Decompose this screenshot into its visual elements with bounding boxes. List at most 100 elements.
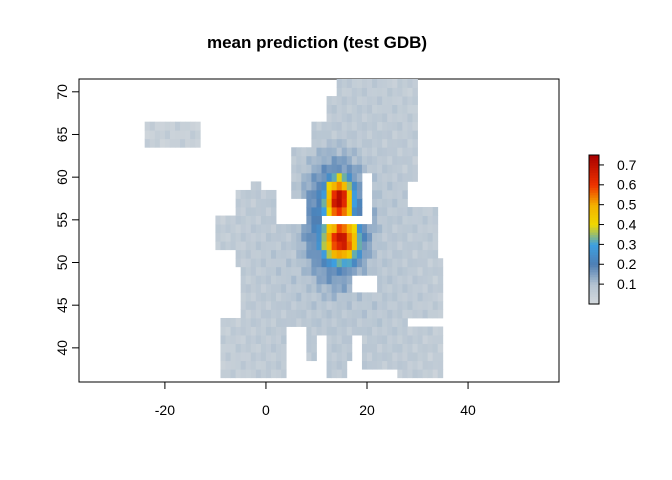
raster-cell <box>432 249 439 259</box>
raster-cell <box>316 181 322 191</box>
raster-cell <box>306 241 312 251</box>
raster-cell <box>331 224 338 234</box>
raster-cell <box>281 292 287 302</box>
raster-cell <box>432 266 439 276</box>
raster-cell <box>346 343 353 353</box>
raster-cell <box>250 360 257 370</box>
legend-color-band <box>589 299 599 303</box>
raster-cell <box>240 275 247 285</box>
raster-cell <box>417 241 423 251</box>
raster-cell <box>422 249 429 259</box>
raster-cell <box>265 352 272 362</box>
raster-cell <box>341 317 348 327</box>
raster-cell <box>417 360 423 370</box>
raster-cell <box>336 113 343 123</box>
raster-cell <box>311 121 317 131</box>
raster-cell <box>387 138 393 148</box>
legend-color-band <box>589 227 599 231</box>
raster-cell <box>296 181 302 191</box>
raster-cell <box>432 283 439 293</box>
raster-cell <box>392 155 398 165</box>
legend-color-band <box>589 301 599 305</box>
raster-cell <box>427 241 434 251</box>
raster-cell <box>361 258 368 268</box>
raster-cell <box>260 224 267 234</box>
raster-cell <box>276 317 282 327</box>
raster-cell <box>377 138 383 148</box>
raster-cell <box>437 352 444 362</box>
raster-cell <box>372 215 378 225</box>
raster-cell <box>377 164 383 174</box>
raster-cell <box>402 241 408 251</box>
raster-cell <box>326 309 333 319</box>
raster-cell <box>250 283 257 293</box>
raster-cell <box>372 207 378 216</box>
raster-cell <box>382 181 388 191</box>
raster-cell <box>372 198 378 208</box>
raster-cell <box>144 121 151 131</box>
raster-cell <box>235 189 242 199</box>
raster-cell <box>377 130 383 140</box>
raster-cell <box>382 266 388 276</box>
raster-cell <box>412 130 418 140</box>
raster-cell <box>341 113 348 123</box>
raster-cell <box>367 343 373 353</box>
raster-cell <box>407 164 413 174</box>
legend-tick-label: 0.5 <box>617 197 637 213</box>
raster-cell <box>286 266 292 276</box>
raster-cell <box>367 138 373 148</box>
raster-cell <box>437 266 444 276</box>
raster-cell <box>422 326 429 336</box>
heatmap-raster <box>144 79 444 379</box>
raster-cell <box>392 198 398 208</box>
raster-cell <box>377 317 383 327</box>
raster-cell <box>356 172 363 182</box>
raster-cell <box>331 172 338 182</box>
raster-cell <box>321 258 327 268</box>
raster-cell <box>245 352 252 362</box>
raster-cell <box>341 87 348 97</box>
raster-cell <box>351 164 358 174</box>
raster-cell <box>422 258 429 268</box>
legend-color-band <box>589 274 599 278</box>
legend-color-band <box>589 289 599 293</box>
raster-cell <box>326 360 333 370</box>
raster-cell <box>356 155 363 165</box>
raster-cell <box>255 309 262 319</box>
raster-cell <box>265 189 272 199</box>
raster-cell <box>397 232 403 242</box>
raster-cell <box>372 181 378 191</box>
raster-cell <box>346 181 353 191</box>
raster-cell <box>372 224 378 234</box>
raster-cell <box>346 130 353 140</box>
raster-cell <box>321 121 327 131</box>
raster-cell <box>331 266 338 276</box>
raster-cell <box>382 155 388 165</box>
raster-cell <box>276 292 282 302</box>
raster-cell <box>392 121 398 131</box>
raster-cell <box>351 198 358 208</box>
raster-cell <box>301 275 307 285</box>
legend-tick-label: 0.6 <box>617 177 637 193</box>
raster-cell <box>190 138 196 148</box>
raster-cell <box>367 326 373 336</box>
raster-cell <box>316 266 322 276</box>
raster-cell <box>255 326 262 336</box>
raster-cell <box>180 121 186 131</box>
raster-cell <box>407 326 413 336</box>
raster-cell <box>265 343 272 353</box>
raster-cell <box>180 138 186 148</box>
raster-cell <box>336 232 343 242</box>
raster-cell <box>397 275 403 285</box>
raster-cell <box>351 87 358 97</box>
raster-cell <box>260 309 267 319</box>
raster-cell <box>402 113 408 123</box>
raster-cell <box>316 283 322 293</box>
raster-cell <box>392 335 398 344</box>
raster-cell <box>250 343 257 353</box>
raster-cell <box>382 352 388 362</box>
raster-cell <box>412 224 418 234</box>
raster-cell <box>361 266 368 276</box>
raster-cell <box>372 360 378 370</box>
raster-cell <box>336 121 343 131</box>
